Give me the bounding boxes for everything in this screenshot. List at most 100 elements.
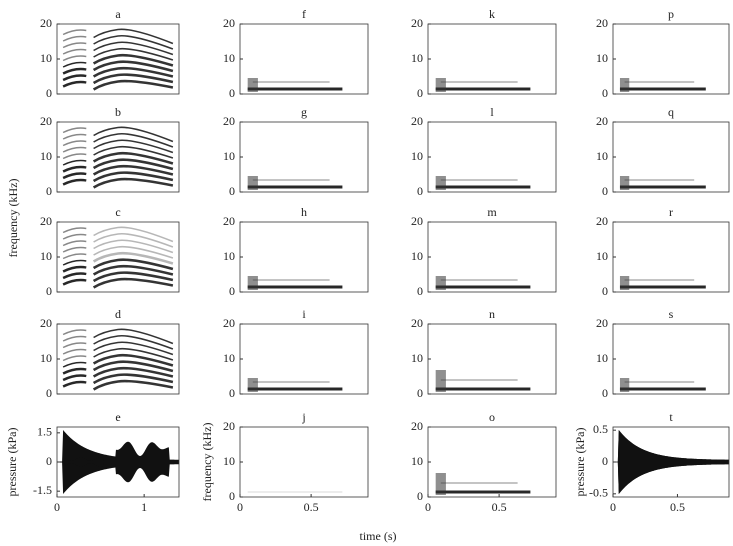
harmonic — [92, 73, 174, 85]
y-tick-label: 10 — [411, 149, 423, 163]
y-tick-label: 10 — [411, 351, 423, 365]
panel-title: d — [115, 307, 121, 321]
harmonic — [92, 353, 174, 367]
plot-frame — [239, 121, 369, 193]
y-tick-label: 10 — [223, 351, 235, 365]
y-tick-label: 10 — [411, 51, 423, 65]
harmonic — [93, 226, 174, 243]
spectrogram-image — [435, 176, 531, 190]
y-tick-label: 0 — [602, 184, 608, 198]
x-axis-label: time (s) — [360, 529, 397, 543]
panel-title: k — [489, 7, 495, 21]
y-tick-label: 20 — [596, 16, 608, 30]
y-tick-label: 10 — [596, 149, 608, 163]
harmonic — [62, 140, 87, 147]
y-tick-label: 20 — [596, 214, 608, 228]
harmonic — [62, 146, 87, 153]
y-tick-label: 0 — [602, 284, 608, 298]
y-tick-label: 20 — [223, 419, 235, 433]
panel-title: g — [301, 105, 307, 119]
harmonic — [92, 60, 174, 73]
y-tick-label: 0 — [46, 86, 52, 100]
harmonic — [93, 341, 174, 356]
plot-frame — [239, 323, 369, 395]
y-tick-label: 20 — [223, 214, 235, 228]
harmonic — [62, 133, 87, 140]
harmonic — [62, 335, 87, 342]
y-tick-label: 20 — [411, 214, 423, 228]
harmonic — [93, 34, 174, 50]
onset-burst — [619, 276, 630, 290]
waveform-envelope — [613, 430, 729, 494]
plot-frame — [612, 323, 730, 395]
harmonic — [62, 348, 87, 355]
panel-title: j — [301, 410, 305, 424]
plot-frame — [239, 23, 369, 95]
y-tick-label: 20 — [596, 316, 608, 330]
harmonic — [92, 251, 174, 265]
harmonic — [62, 127, 87, 134]
y-tick-label: 20 — [223, 316, 235, 330]
panel-title: i — [302, 307, 306, 321]
harmonic — [62, 233, 87, 240]
y-tick-label: 20 — [411, 16, 423, 30]
harmonic — [92, 373, 174, 385]
harmonic — [62, 29, 87, 36]
harmonic — [62, 329, 87, 336]
spectrogram-image — [62, 28, 174, 91]
harmonic — [62, 74, 87, 82]
harmonic — [93, 232, 174, 248]
spectrogram-image — [247, 276, 343, 290]
harmonic — [92, 271, 174, 283]
y-tick-label: 10 — [223, 249, 235, 263]
harmonic — [62, 48, 87, 55]
harmonic — [62, 55, 87, 62]
y-tick-label: 0 — [602, 86, 608, 100]
panel-title: t — [669, 410, 673, 424]
y-tick-label: 20 — [411, 316, 423, 330]
plot-frame — [427, 323, 557, 395]
waveform-image — [613, 430, 729, 494]
onset-burst — [435, 78, 446, 92]
harmonic — [62, 240, 87, 247]
panel-title: r — [669, 205, 673, 219]
onset-burst — [619, 78, 630, 92]
spectrogram-image — [619, 378, 706, 392]
harmonic — [92, 264, 174, 276]
harmonic — [62, 278, 87, 286]
y-tick-label: 0 — [46, 386, 52, 400]
y-tick-label: 0 — [229, 489, 235, 503]
spectrogram-image — [247, 176, 343, 190]
harmonic — [62, 259, 87, 266]
onset-burst — [619, 176, 630, 190]
plot-frame — [427, 121, 557, 193]
panel-title: b — [115, 105, 121, 119]
spectrogram-image — [62, 328, 174, 391]
onset-burst — [247, 176, 258, 190]
harmonic — [62, 361, 87, 368]
panel-title: q — [668, 105, 674, 119]
y-tick-label: 0 — [46, 184, 52, 198]
spectrogram-image — [62, 226, 174, 289]
y-tick-label: 0 — [46, 454, 52, 468]
y-tick-label: 20 — [223, 114, 235, 128]
y-tick-label: 10 — [40, 149, 52, 163]
onset-burst — [619, 378, 630, 392]
panel-title: e — [115, 410, 120, 424]
x-tick-label: 0.5 — [492, 500, 507, 514]
x-tick-label: 1 — [141, 500, 147, 514]
harmonic — [92, 164, 174, 176]
y-tick-label: 0 — [417, 284, 423, 298]
harmonic — [92, 171, 174, 183]
waveform-envelope — [57, 441, 179, 483]
y-tick-label: 0 — [417, 386, 423, 400]
harmonic — [93, 139, 174, 154]
harmonic — [62, 265, 87, 273]
harmonic — [62, 227, 87, 234]
harmonic — [93, 334, 174, 350]
y-tick-label: 0 — [229, 284, 235, 298]
harmonic — [92, 53, 174, 67]
y-tick-label: 0 — [229, 386, 235, 400]
harmonic — [93, 132, 174, 148]
x-tick-label: 0 — [237, 500, 243, 514]
